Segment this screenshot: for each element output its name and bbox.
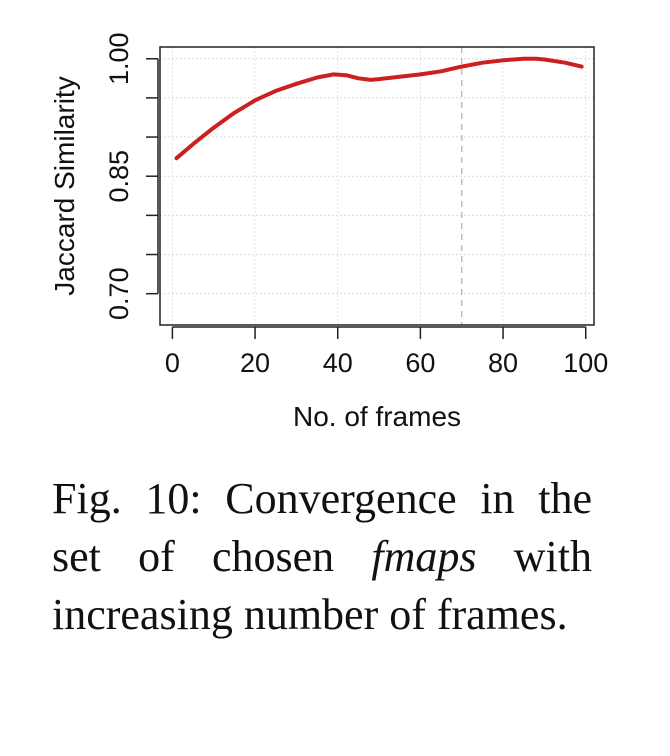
caption-suffix: with increasing number of frames. xyxy=(52,532,592,639)
series-line xyxy=(174,56,584,161)
y-tick-label: 1.00 xyxy=(104,32,134,85)
x-tick-label: 80 xyxy=(488,348,518,378)
x-tick-label: 0 xyxy=(165,348,180,378)
x-tick-label: 20 xyxy=(240,348,270,378)
grid-lines xyxy=(160,47,594,325)
caption-emphasis: fmaps xyxy=(371,532,477,581)
line-chart: 0 20 40 60 80 100 0.700.851.00 No. of frames … xyxy=(49,32,608,432)
figure-caption: Fig. 10: Convergence in the set of chose… xyxy=(52,470,592,644)
y-axis-title: Jaccard Similarity xyxy=(49,76,80,295)
series-layer xyxy=(174,56,584,161)
x-tick-label: 100 xyxy=(563,348,608,378)
x-axis: 0 20 40 60 80 100 xyxy=(165,326,608,378)
x-tick-label: 40 xyxy=(323,348,353,378)
x-tick-label: 60 xyxy=(405,348,435,378)
caption-prefix: Fig. 10: Convergence in the set of chose… xyxy=(52,474,592,581)
plot-frame xyxy=(159,46,595,326)
y-tick-label: 0.85 xyxy=(104,150,134,203)
x-axis-title: No. of frames xyxy=(293,401,461,432)
y-tick-label: 0.70 xyxy=(104,267,134,320)
y-axis: 0.70 0.85 1.00 xyxy=(104,32,159,320)
